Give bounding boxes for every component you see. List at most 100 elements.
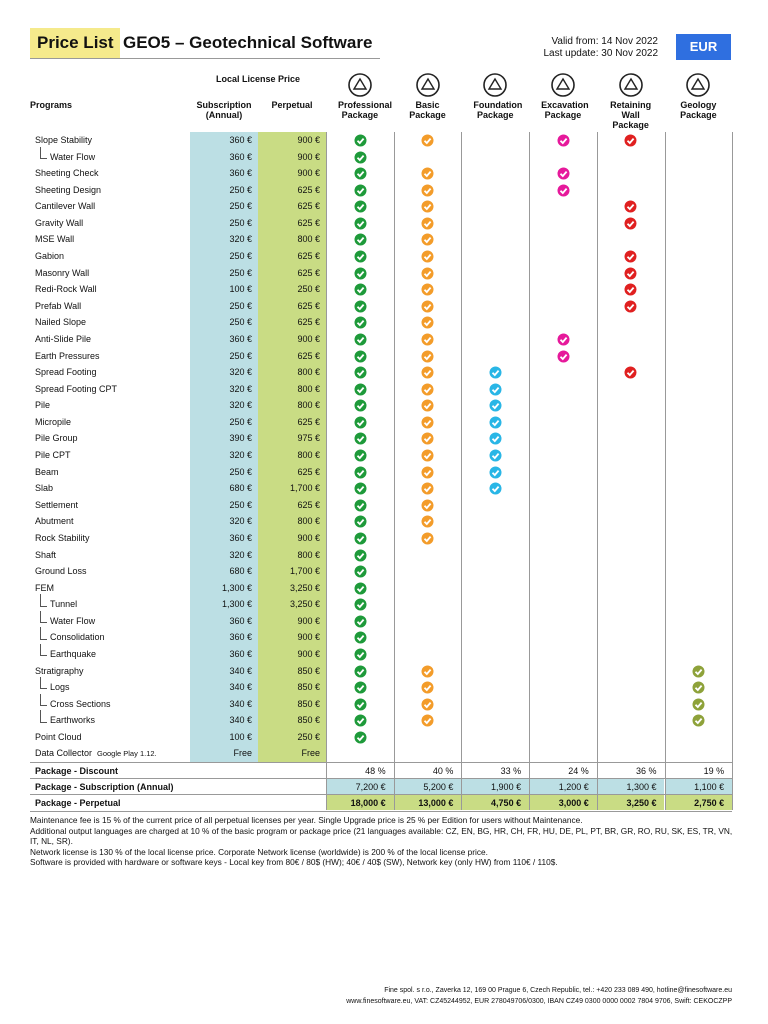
package-icon	[483, 73, 508, 97]
tree-connector	[40, 146, 47, 159]
check-icon	[354, 283, 366, 296]
check-icon	[421, 416, 434, 429]
check-icon	[421, 665, 434, 678]
check-icon	[354, 267, 366, 280]
program-name: Rock Stability	[35, 532, 90, 543]
check-icon	[354, 698, 366, 711]
subscription-price: 360 €	[229, 532, 252, 543]
package-icon	[348, 73, 372, 97]
subscription-price: 360 €	[229, 151, 252, 162]
check-icon	[354, 432, 366, 445]
check-icon	[489, 383, 502, 396]
summary-cell-bg	[394, 795, 462, 811]
summary-value: 7,200 €	[355, 782, 386, 793]
check-icon	[421, 233, 434, 246]
column-header: Basic Package	[409, 100, 446, 120]
check-icon	[421, 316, 434, 329]
program-name: Cantilever Wall	[35, 201, 96, 212]
perpetual-price: 625 €	[297, 267, 320, 278]
program-name: Slab	[35, 483, 54, 494]
column-header: Programs	[30, 100, 73, 110]
perpetual-price: 850 €	[297, 715, 320, 726]
summary-row	[30, 794, 732, 813]
note: Additional output languages are charged …	[30, 825, 733, 847]
subscription-price: 340 €	[229, 682, 252, 693]
subscription-price: 250 €	[229, 267, 252, 278]
check-icon	[489, 416, 502, 429]
summary-value: 5,200 €	[423, 782, 454, 793]
check-icon	[354, 714, 366, 727]
program-name: Shaft	[35, 549, 57, 560]
perpetual-price: 625 €	[297, 466, 320, 477]
summary-cell-bg	[327, 779, 394, 795]
program-name: Pile	[35, 400, 51, 411]
program-name: FEM	[35, 582, 54, 593]
program-name: Nailed Slope	[35, 317, 87, 328]
program-name: Point Cloud	[35, 731, 82, 742]
subscription-price: 320 €	[229, 367, 252, 378]
tree-connector	[40, 594, 47, 607]
program-name: Pile Group	[35, 433, 78, 444]
perpetual-price: 625 €	[297, 184, 320, 195]
check-icon	[354, 134, 366, 147]
check-icon	[354, 333, 366, 346]
check-icon	[354, 648, 366, 661]
check-icon	[624, 267, 637, 280]
column-divider	[326, 132, 327, 811]
summary-value: 48 %	[365, 766, 386, 777]
group-header: Local License Price	[215, 74, 301, 84]
program-name: Consolidation	[50, 632, 105, 643]
summary-cell-bg	[530, 779, 597, 795]
perpetual-price: 625 €	[297, 217, 320, 228]
perpetual-price: 625 €	[297, 416, 320, 427]
summary-value: 1,900 €	[491, 782, 522, 793]
program-name: Redi-Rock Wall	[35, 284, 97, 295]
tree-connector	[40, 610, 47, 624]
check-icon	[557, 333, 570, 346]
program-name: Data Collector	[35, 748, 93, 759]
perpetual-price: 3,250 €	[289, 582, 320, 593]
program-name: Prefab Wall	[35, 300, 82, 311]
perpetual-price: 900 €	[297, 168, 320, 179]
column-header: Geology Package	[680, 100, 717, 120]
perpetual-price: 900 €	[297, 532, 320, 543]
subscription-column	[190, 132, 258, 763]
program-name: Water Flow	[50, 151, 96, 162]
check-icon	[624, 134, 637, 147]
perpetual-price: 800 €	[297, 234, 320, 245]
subscription-price: 320 €	[229, 383, 252, 394]
note: Network license is 130 % of the local li…	[30, 846, 488, 857]
check-icon	[354, 151, 366, 164]
program-name: Earthquake	[50, 648, 97, 659]
summary-cell-bg	[462, 779, 530, 795]
perpetual-price: 850 €	[297, 698, 320, 709]
check-icon	[354, 598, 366, 611]
perpetual-price: 975 €	[297, 433, 320, 444]
program-name: Earth Pressures	[35, 350, 100, 361]
program-name: Abutment	[35, 516, 74, 527]
summary-cell-bg	[327, 763, 394, 779]
program-name: Beam	[35, 466, 59, 477]
summary-label: Package - Discount	[35, 766, 119, 777]
summary-value: 4,750 €	[491, 798, 522, 809]
program-name: Earthworks	[50, 715, 96, 726]
check-icon	[354, 615, 366, 628]
column-divider	[596, 132, 598, 811]
subscription-price: 1,300 €	[221, 599, 252, 610]
check-icon	[421, 466, 434, 479]
check-icon	[557, 134, 570, 147]
tree-connector	[40, 643, 47, 657]
column-divider	[664, 132, 666, 811]
column-divider	[461, 132, 463, 811]
summary-value: 2,750 €	[694, 798, 725, 809]
check-icon	[354, 167, 366, 180]
title-highlight-box	[30, 28, 120, 58]
subscription-price: 250 €	[229, 217, 252, 228]
check-icon	[489, 399, 502, 412]
subscription-price: 250 €	[229, 350, 252, 361]
check-icon	[489, 466, 502, 479]
check-icon	[421, 383, 434, 396]
subscription-price: 250 €	[229, 317, 252, 328]
summary-value: 24 %	[568, 766, 589, 777]
summary-value: 18,000 €	[350, 798, 386, 809]
